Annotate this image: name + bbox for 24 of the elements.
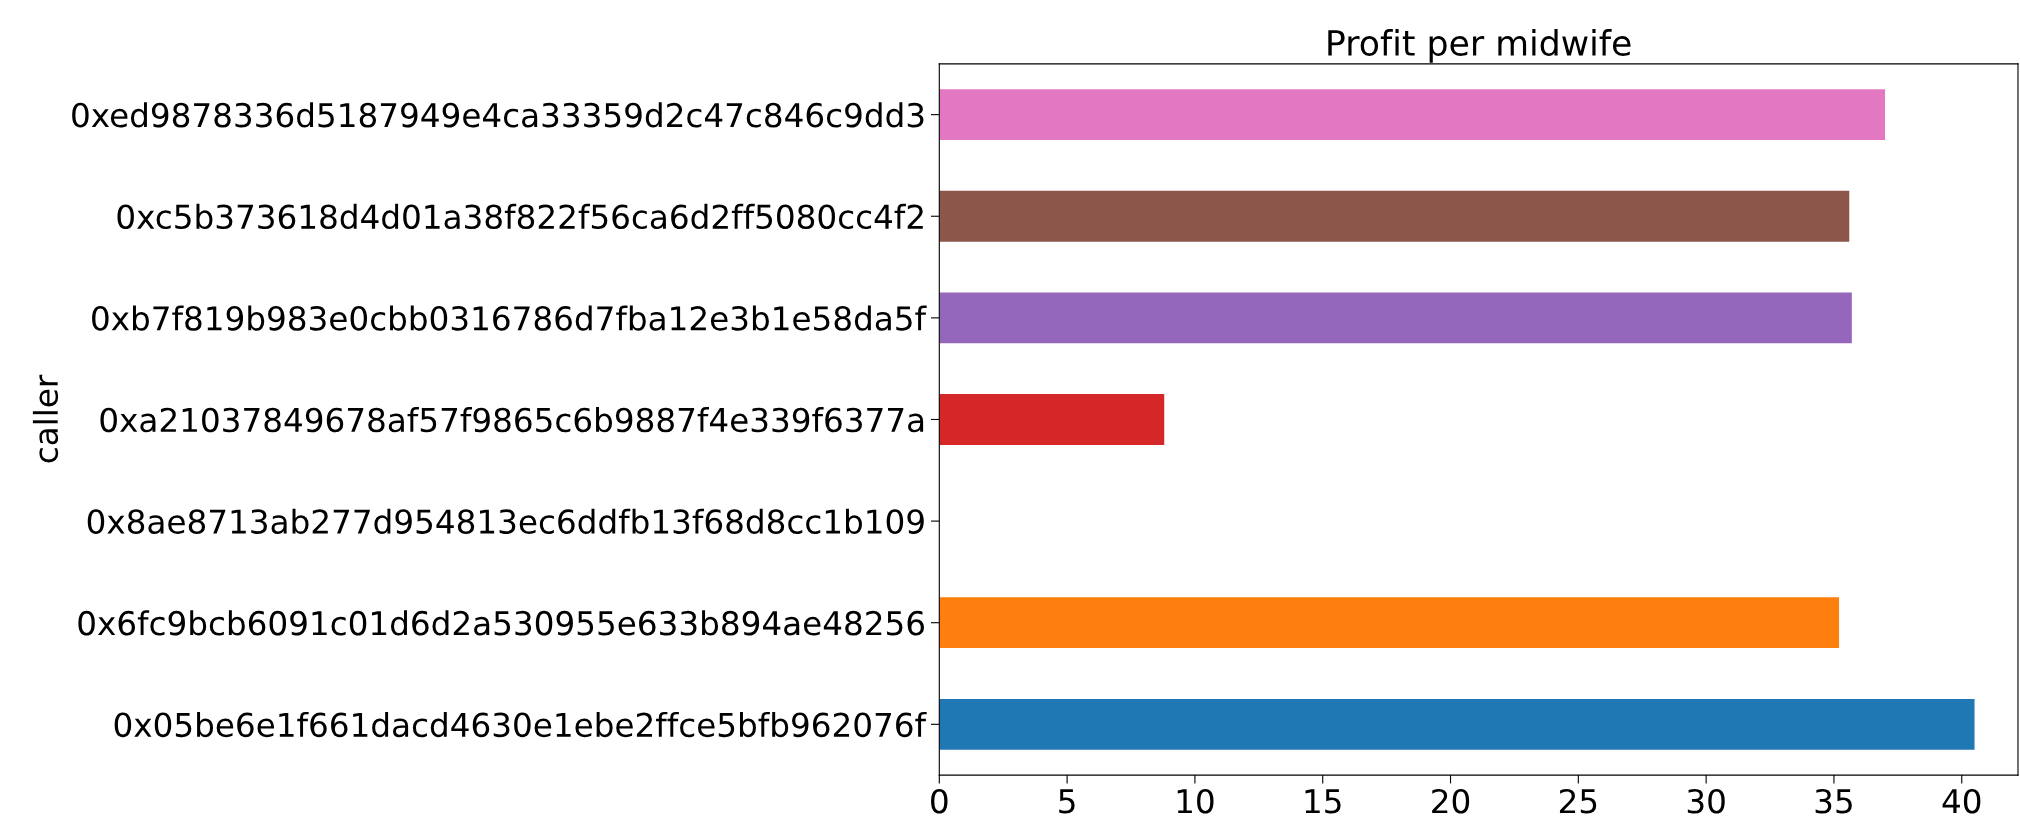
x-tick-label: 0	[931, 788, 948, 814]
bar	[939, 292, 1852, 344]
x-tick-label: 35	[1815, 788, 1852, 814]
bar	[939, 89, 1886, 141]
bar	[939, 394, 1165, 445]
x-tick-label: 25	[1559, 788, 1597, 814]
x-tick-label: 20	[1432, 788, 1470, 814]
x-tick-label: 15	[1305, 789, 1341, 814]
x-tick-label: 5	[1059, 789, 1075, 814]
y-tick-label: 0xc5b373618d4d01a38f822f56ca6d2ff5080cc4f2	[117, 203, 923, 230]
x-tick-label: 10	[1177, 788, 1214, 814]
y-tick-label: 0xb7f819b983e0cbb0316786d7fba12e3b1e58da5f	[92, 305, 927, 331]
bar	[939, 698, 1975, 750]
y-tick-label: 0x05be6e1f661dacd4630e1ebe2ffce5bfb962076f	[114, 711, 927, 738]
chart-title: Profit per midwife	[1328, 29, 1631, 63]
y-tick-label: 0xed9878336d5187949e4ca33359d2c47c846c9dd3	[72, 102, 924, 128]
x-tick-label: 30	[1687, 788, 1725, 814]
y-tick-label: 0x8ae8713ab277d954813ec6ddfb13f68d8cc1b109	[87, 508, 924, 534]
x-tick-label: 40	[1942, 788, 1981, 814]
bar	[939, 597, 1840, 649]
y-tick-label: 0xa21037849678af57f9865c6b9887f4e339f6377a	[100, 407, 924, 433]
y-tick-label: 0x6fc9bcb6091c01d6d2a530955e633b894ae48256	[78, 610, 925, 636]
bar	[939, 190, 1850, 242]
y-axis-title: caller	[32, 374, 59, 463]
